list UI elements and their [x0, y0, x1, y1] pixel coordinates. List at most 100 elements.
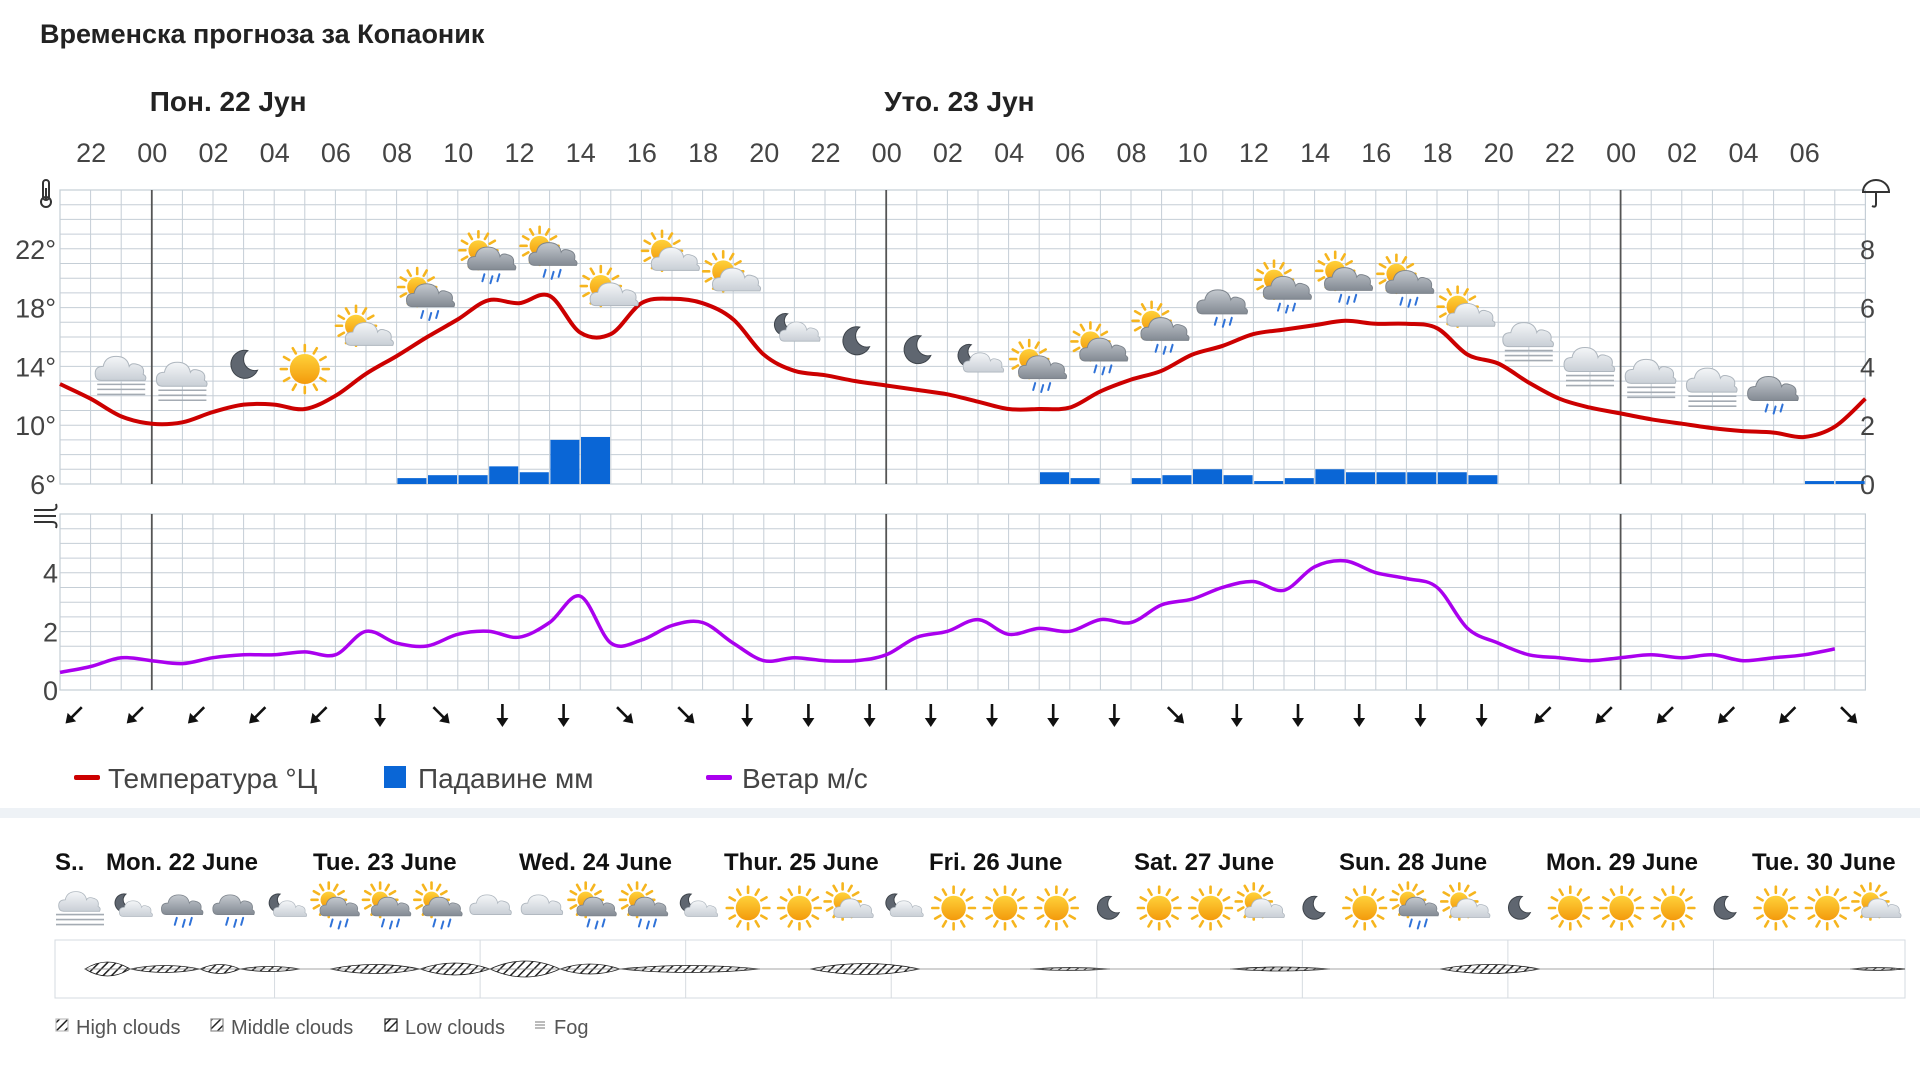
- sun-icon: [279, 343, 331, 395]
- weekly-day-label: Mon. 29 June: [1546, 849, 1698, 876]
- rain-drops: [173, 916, 193, 928]
- temperature-precipitation-grid: [59, 189, 1867, 485]
- sun-rain-icon: [1008, 338, 1068, 394]
- cloud-shape: [212, 894, 255, 915]
- wind-direction-arrow: [1595, 706, 1613, 724]
- temperature-tick: 10°: [15, 411, 56, 441]
- cloud-legend-label: Middle clouds: [231, 1017, 353, 1039]
- precipitation-tick: 0: [1860, 470, 1875, 500]
- wind-direction-arrow: [310, 706, 328, 724]
- day-header: Пон. 22 Јун: [150, 86, 307, 117]
- sun-icon: [1650, 885, 1696, 931]
- cloud-shape: [1385, 270, 1435, 294]
- wind-direction-arrow: [924, 704, 937, 727]
- cloud-shape: [528, 242, 578, 266]
- day-header: Уто. 23 Јун: [884, 86, 1034, 117]
- rain-drops: [432, 918, 452, 930]
- precipitation-bar: [550, 439, 580, 484]
- moon-icon: [1508, 895, 1532, 920]
- precipitation-bar: [1805, 481, 1834, 484]
- rain-drops: [420, 310, 440, 321]
- fog-icon: [1502, 322, 1554, 362]
- wind-direction-arrow: [249, 706, 267, 724]
- precipitation-bar: [1223, 475, 1253, 484]
- wind-direction-arrow: [1840, 706, 1858, 724]
- precipitation-axis: 0 2 4 6 8: [1860, 235, 1875, 500]
- legend-precipitation-swatch: [384, 766, 406, 788]
- rain-drops: [586, 918, 606, 930]
- hour-label: 02: [933, 138, 963, 168]
- moon-cloud-icon: [268, 893, 307, 917]
- cloud-rain-icon: [1747, 376, 1799, 415]
- weekly-day-label: Thur. 25 June: [724, 849, 879, 876]
- precipitation-bar: [1070, 478, 1100, 484]
- hour-label: 00: [872, 138, 902, 168]
- cloud-shape: [94, 355, 147, 381]
- sun-rain-icon: [1376, 253, 1435, 308]
- fog-icon: [94, 355, 147, 396]
- legend-precipitation[interactable]: Падавине мм: [384, 763, 593, 794]
- sun-icon: [725, 885, 771, 931]
- precipitation-bar: [1835, 481, 1865, 484]
- sun-shape: [1136, 885, 1182, 931]
- sun-icon: [1342, 885, 1388, 931]
- sun-shape: [279, 343, 331, 395]
- cloud-shape: [422, 896, 463, 917]
- sun-shape: [982, 885, 1028, 931]
- precipitation-tick: 8: [1860, 235, 1875, 265]
- moon-cloud-icon: [957, 343, 1005, 373]
- weekly-weather-icons: [56, 881, 1902, 931]
- temperature-tick: 22°: [15, 235, 56, 265]
- hour-label: 14: [566, 138, 596, 168]
- cloud-shape: [576, 896, 617, 917]
- fog-icon: [56, 891, 104, 926]
- cloud-legend-label: Fog: [554, 1017, 588, 1039]
- wind-direction-arrow: [1717, 706, 1736, 724]
- wind-direction-arrow: [1166, 706, 1185, 724]
- hour-label: 04: [260, 138, 290, 168]
- cloud-icon: [469, 894, 512, 915]
- legend-temperature[interactable]: Температура °Ц: [74, 763, 318, 794]
- hour-label: 12: [504, 138, 534, 168]
- wind-direction-arrow: [802, 704, 815, 727]
- sun-shape: [1804, 885, 1850, 931]
- sun-icon: [931, 885, 977, 931]
- sun-shape: [1187, 885, 1234, 931]
- cloud-icon: [520, 894, 564, 915]
- umbrella-icon: [1861, 179, 1891, 208]
- precipitation-bar: [1284, 478, 1314, 484]
- moon-shape: [1302, 895, 1326, 920]
- rain-drops: [380, 918, 400, 930]
- sun-shape: [1753, 885, 1799, 931]
- cloud-shape: [1324, 267, 1374, 291]
- precipitation-bar: [1040, 472, 1069, 484]
- legend-wind[interactable]: Ветар м/с: [706, 763, 868, 794]
- rain-drops: [542, 268, 562, 280]
- precipitation-bar: [428, 475, 457, 484]
- cloud-shape: [1747, 376, 1799, 402]
- temperature-axis: 6° 10° 14° 18° 22°: [15, 235, 56, 500]
- weekly-day-label: Sun. 28 June: [1339, 849, 1487, 876]
- legend-temperature-swatch: [74, 775, 100, 780]
- cloud-rain-icon: [212, 894, 255, 928]
- hour-label: 20: [1484, 138, 1514, 168]
- weekly-day-label: Tue. 23 June: [313, 849, 457, 876]
- moon-cloud-icon: [885, 893, 924, 917]
- temperature-tick: 18°: [15, 294, 56, 324]
- fog-lines: [1627, 386, 1676, 399]
- cloud-legend-item: Fog: [533, 1017, 588, 1039]
- wind-direction-arrow: [557, 704, 570, 727]
- cloud-shape: [370, 896, 412, 917]
- rain-drops: [1399, 296, 1419, 308]
- hour-label: 04: [1728, 138, 1758, 168]
- fog-lines: [1566, 374, 1614, 387]
- hour-label: 22: [1545, 138, 1575, 168]
- cloud-shape: [1450, 898, 1491, 918]
- hour-label: 02: [1667, 138, 1697, 168]
- hour-label: 10: [443, 138, 473, 168]
- sun-rain-icon: [519, 225, 578, 280]
- cloud-shape: [1563, 347, 1616, 373]
- rain-drops: [1764, 403, 1784, 415]
- sun-cloud-icon: [640, 229, 700, 273]
